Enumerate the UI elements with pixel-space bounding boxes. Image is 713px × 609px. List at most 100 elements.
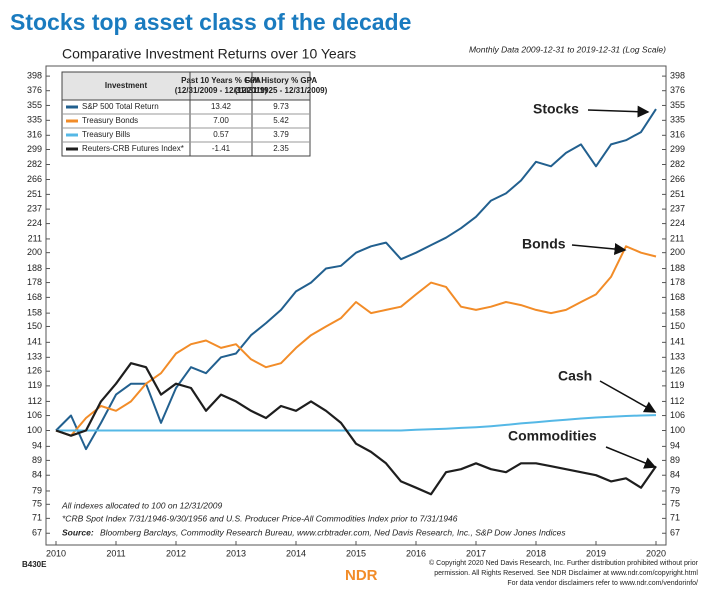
annotation-arrow [605, 446, 657, 469]
y-tick-label: 89 [670, 455, 680, 465]
y-tick-label: 141 [27, 337, 42, 347]
x-tick-label: 2015 [346, 548, 366, 558]
y-tick-label: 133 [670, 352, 685, 362]
series-line [56, 414, 657, 432]
y-tick-label: 89 [32, 455, 42, 465]
y-tick-label: 112 [28, 396, 42, 406]
x-tick-label: 2019 [586, 548, 606, 558]
y-tick-label: 299 [27, 144, 42, 154]
y-tick-label: 67 [670, 528, 680, 538]
legend-label: Reuters-CRB Futures Index* [82, 144, 184, 153]
y-tick-label: 67 [32, 528, 42, 538]
y-tick-label: 71 [670, 513, 680, 523]
y-tick-label: 178 [670, 277, 685, 287]
series-line [55, 108, 657, 451]
logo: NDR [345, 567, 378, 584]
x-tick-label: 2013 [226, 548, 246, 558]
y-tick-label: 398 [27, 70, 42, 80]
y-tick-label: 158 [27, 308, 42, 318]
y-tick-label: 106 [27, 410, 42, 420]
legend-label: S&P 500 Total Return [82, 102, 159, 111]
y-tick-label: 316 [27, 130, 42, 140]
y-tick-label: 211 [28, 233, 42, 243]
y-tick-label: 376 [670, 85, 685, 95]
y-tick-label: 178 [27, 277, 42, 287]
y-tick-label: 150 [670, 321, 685, 331]
annotation: Commodities [508, 428, 597, 444]
table-header: (12/31/2009 - 12/31/2019) [175, 86, 268, 95]
x-tick-label: 2020 [646, 548, 666, 558]
x-tick-label: 2018 [526, 548, 546, 558]
copyright: For data vendor disclaimers refer to www… [507, 580, 698, 587]
y-tick-label: 188 [670, 263, 685, 273]
y-tick-label: 251 [670, 189, 685, 199]
table-cell: 13.42 [211, 102, 232, 111]
annotation: Bonds [522, 236, 566, 252]
x-tick-label: 2011 [106, 548, 125, 558]
y-tick-label: 100 [27, 425, 42, 435]
legend-label: Treasury Bills [82, 130, 130, 139]
y-tick-label: 79 [670, 485, 680, 495]
y-tick-label: 84 [32, 470, 42, 480]
annotation-arrow [587, 105, 650, 118]
y-tick-label: 150 [27, 321, 42, 331]
source-label: Source: [62, 527, 94, 537]
x-tick-label: 2010 [46, 548, 66, 558]
table-header: Investment [105, 81, 148, 90]
y-tick-label: 355 [27, 100, 42, 110]
table-cell: 9.73 [273, 102, 289, 111]
y-tick-label: 335 [27, 115, 42, 125]
date-note: Monthly Data 2009-12-31 to 2019-12-31 (L… [469, 44, 666, 54]
y-tick-label: 376 [27, 85, 42, 95]
annotation-arrow [599, 380, 657, 413]
copyright: © Copyright 2020 Ned Davis Research, Inc… [429, 559, 699, 567]
y-tick-label: 224 [670, 218, 685, 228]
y-tick-label: 106 [670, 410, 685, 420]
y-tick-label: 237 [27, 203, 42, 213]
y-tick-label: 168 [27, 292, 42, 302]
y-tick-label: 282 [670, 159, 685, 169]
annotation-arrow [571, 243, 627, 255]
y-tick-label: 71 [32, 513, 42, 523]
legend-label: Treasury Bonds [82, 116, 138, 125]
y-tick-label: 335 [670, 115, 685, 125]
y-tick-label: 299 [670, 144, 685, 154]
x-tick-label: 2014 [286, 548, 306, 558]
y-tick-label: 75 [32, 499, 42, 509]
table-header: Past 10 Years % GPA [181, 76, 261, 85]
y-tick-label: 188 [27, 263, 42, 273]
chart-subtitle: Comparative Investment Returns over 10 Y… [62, 46, 356, 62]
x-tick-label: 2012 [166, 548, 186, 558]
y-tick-label: 119 [28, 380, 42, 390]
series-line [55, 362, 657, 496]
y-tick-label: 200 [27, 247, 42, 257]
y-tick-label: 94 [32, 441, 42, 451]
y-tick-label: 133 [27, 352, 42, 362]
series-line [55, 245, 657, 437]
table-cell: 5.42 [273, 116, 289, 125]
y-tick-label: 316 [670, 130, 685, 140]
y-tick-label: 126 [670, 366, 685, 376]
y-tick-label: 100 [670, 425, 685, 435]
y-tick-label: 200 [670, 247, 685, 257]
table-cell: 7.00 [213, 116, 229, 125]
chart-title: Stocks top asset class of the decade [10, 9, 411, 35]
y-tick-label: 237 [670, 203, 685, 213]
annotation: Stocks [533, 101, 579, 117]
y-tick-label: 282 [27, 159, 42, 169]
table-cell: 2.35 [273, 144, 289, 153]
y-tick-label: 119 [670, 380, 684, 390]
y-tick-label: 398 [670, 70, 685, 80]
note: *CRB Spot Index 7/31/1946-9/30/1956 and … [62, 513, 458, 523]
y-tick-label: 126 [27, 366, 42, 376]
y-tick-label: 112 [670, 396, 684, 406]
chart-code: B430E [22, 560, 47, 569]
note: All indexes allocated to 100 on 12/31/20… [61, 500, 222, 510]
y-tick-label: 79 [32, 485, 42, 495]
x-tick-label: 2016 [406, 548, 426, 558]
y-tick-label: 211 [670, 233, 684, 243]
copyright: permission. All Rights Reserved. See NDR… [434, 570, 698, 577]
y-tick-label: 266 [27, 174, 42, 184]
y-tick-label: 158 [670, 308, 685, 318]
